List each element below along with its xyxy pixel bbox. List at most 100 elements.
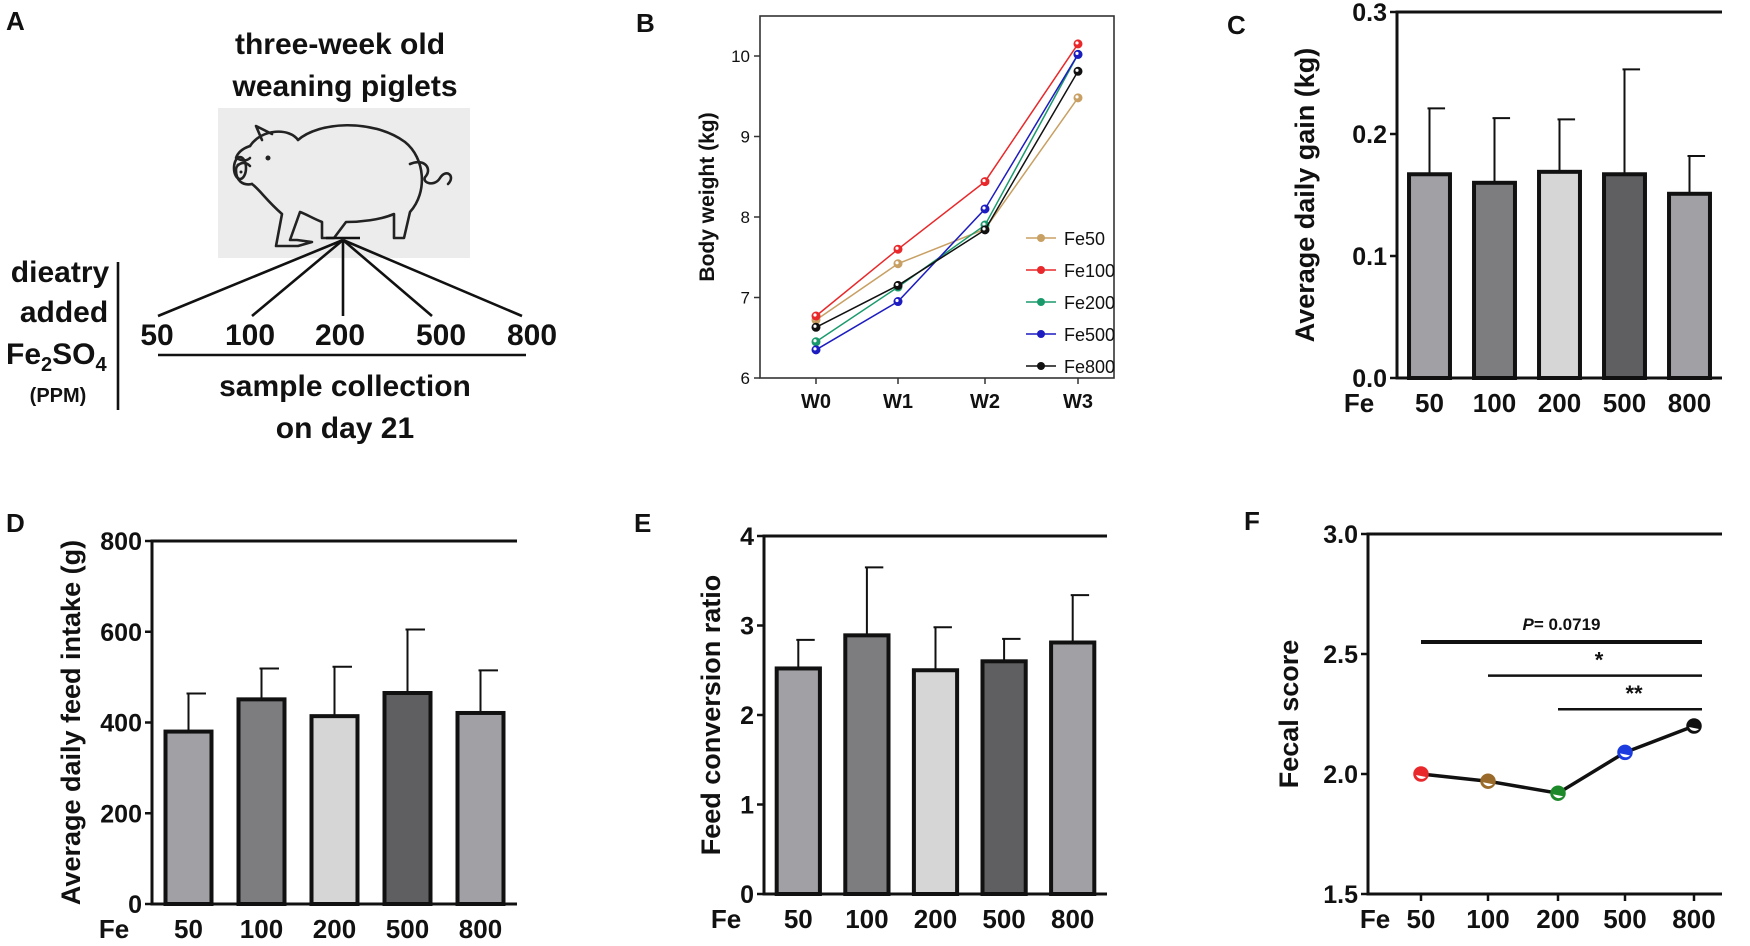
series-line <box>815 54 1079 351</box>
data-point-highlight <box>1620 753 1630 758</box>
data-point-highlight <box>895 246 899 250</box>
data-point-highlight <box>1689 727 1699 731</box>
x-prefix-label: Fe <box>1344 388 1374 418</box>
y-tick-label: 10 <box>731 47 750 66</box>
series-line <box>815 70 1079 328</box>
y-tick-label: 9 <box>741 128 750 147</box>
formula-so: SO <box>52 338 95 371</box>
bar <box>309 714 360 907</box>
data-point-highlight <box>982 222 986 226</box>
chart-d: 0 200 400 600 800 50 100 200 500 800 Fe Average dai… <box>56 528 517 944</box>
side-label-unit: (PPM) <box>30 385 87 407</box>
collection-line1: sample collection <box>219 370 471 403</box>
x-tick-label: 800 <box>1672 904 1715 934</box>
series-line <box>815 54 1079 343</box>
data-point-highlight <box>982 206 986 210</box>
data-point-highlight <box>1416 775 1426 779</box>
bar <box>1537 169 1582 380</box>
dose-label: 100 <box>225 319 275 352</box>
formula-sub4: 4 <box>96 354 108 376</box>
legend-label: Fe200 <box>1064 293 1115 313</box>
y-tick-label: 0 <box>740 881 754 909</box>
legend-swatch-marker <box>1037 330 1045 338</box>
dose-label: 50 <box>140 319 173 352</box>
panel-a-title-line1: three-week old <box>235 28 445 61</box>
data-point <box>1617 744 1633 761</box>
x-tick-label: 50 <box>174 914 203 944</box>
panel-letter-a: A <box>6 6 25 36</box>
y-tick-label: 0 <box>128 891 142 919</box>
legend-label: Fe500 <box>1064 325 1115 345</box>
panel-letter-d: D <box>6 508 25 538</box>
series-line <box>815 43 1079 317</box>
y-tick-label: 0.2 <box>1352 121 1387 149</box>
x-tick-label: 800 <box>1051 904 1094 934</box>
panel-letter-b: B <box>636 8 655 38</box>
data-point-highlight <box>982 178 986 183</box>
data-point-highlight <box>1075 68 1079 72</box>
y-tick-label: 0.3 <box>1352 0 1387 27</box>
legend-swatch-marker <box>1037 266 1045 274</box>
x-tick-label: 500 <box>982 904 1025 934</box>
dose-fan-lines <box>116 236 526 410</box>
axes-frame <box>1395 10 1722 380</box>
p-value: = 0.0719 <box>1534 615 1601 634</box>
chart-c: 0.0 0.1 0.2 0.3 50 100 200 500 800 Fe Average dail… <box>1290 0 1722 418</box>
x-tick-label: 800 <box>459 914 502 944</box>
y-tick-label: 6 <box>741 369 750 388</box>
x-tick-label: 200 <box>914 904 957 934</box>
bar <box>1049 640 1097 896</box>
y-axis-title: Feed conversion ratio <box>696 575 726 856</box>
data-point-highlight <box>895 261 899 265</box>
x-tick-label: W0 <box>801 391 831 413</box>
y-tick-label: 3 <box>740 613 754 641</box>
data-point <box>1480 773 1496 789</box>
x-tick-label: W2 <box>970 391 1000 413</box>
side-label-formula: Fe2SO4 <box>6 338 108 376</box>
x-tick-label: 200 <box>1538 388 1581 418</box>
legend-swatch-marker <box>1037 362 1045 370</box>
significance-label: * <box>1595 648 1604 673</box>
y-tick-label: 200 <box>100 800 142 828</box>
bar <box>1602 172 1647 380</box>
y-axis-title: Average daily gain (kg) <box>1290 48 1320 343</box>
dose-label: 500 <box>416 319 466 352</box>
x-tick-label: 500 <box>1603 904 1646 934</box>
data-point <box>1686 718 1702 734</box>
x-tick-label: 50 <box>1407 904 1436 934</box>
formula-sub2: 2 <box>41 354 52 376</box>
y-axis-title: Fecal score <box>1274 640 1304 789</box>
x-tick-label: 500 <box>1603 388 1646 418</box>
y-tick-label: 1.5 <box>1323 881 1358 909</box>
panel-letter-e: E <box>634 508 651 538</box>
bar <box>455 710 506 906</box>
data-point-highlight <box>813 347 817 351</box>
data-point <box>1550 785 1566 801</box>
y-tick-label: 600 <box>100 619 142 647</box>
y-tick-label: 400 <box>100 710 142 738</box>
side-label-line1: dieatry <box>11 256 110 289</box>
data-point-highlight <box>1075 41 1079 45</box>
bar <box>1667 191 1712 380</box>
data-point-highlight <box>1553 794 1563 799</box>
chart-b: 6 7 8 9 10 W0 W1 W2 W3 Fe50 Fe100 Fe200 Fe500 Fe800 Bo… <box>696 15 1115 413</box>
legend-label: Fe50 <box>1064 229 1105 249</box>
panel-a-title-line2: weaning piglets <box>231 70 457 103</box>
legend-label: Fe800 <box>1064 357 1115 377</box>
significance-label: ** <box>1625 681 1643 706</box>
dose-label: 800 <box>507 319 557 352</box>
x-tick-label: 50 <box>784 904 813 934</box>
legend-swatch-marker <box>1037 298 1045 306</box>
x-prefix-label: Fe <box>1360 904 1390 934</box>
bar <box>1407 172 1452 380</box>
x-tick-label: 100 <box>1466 904 1509 934</box>
bar <box>843 633 891 896</box>
panel-letter-f: F <box>1244 506 1260 536</box>
x-tick-label: 500 <box>386 914 429 944</box>
axes-frame <box>1366 532 1722 896</box>
x-tick-label: 100 <box>1473 388 1516 418</box>
data-point-highlight <box>1075 51 1079 55</box>
x-tick-label: W1 <box>883 391 913 413</box>
y-tick-label: 4 <box>740 523 754 551</box>
